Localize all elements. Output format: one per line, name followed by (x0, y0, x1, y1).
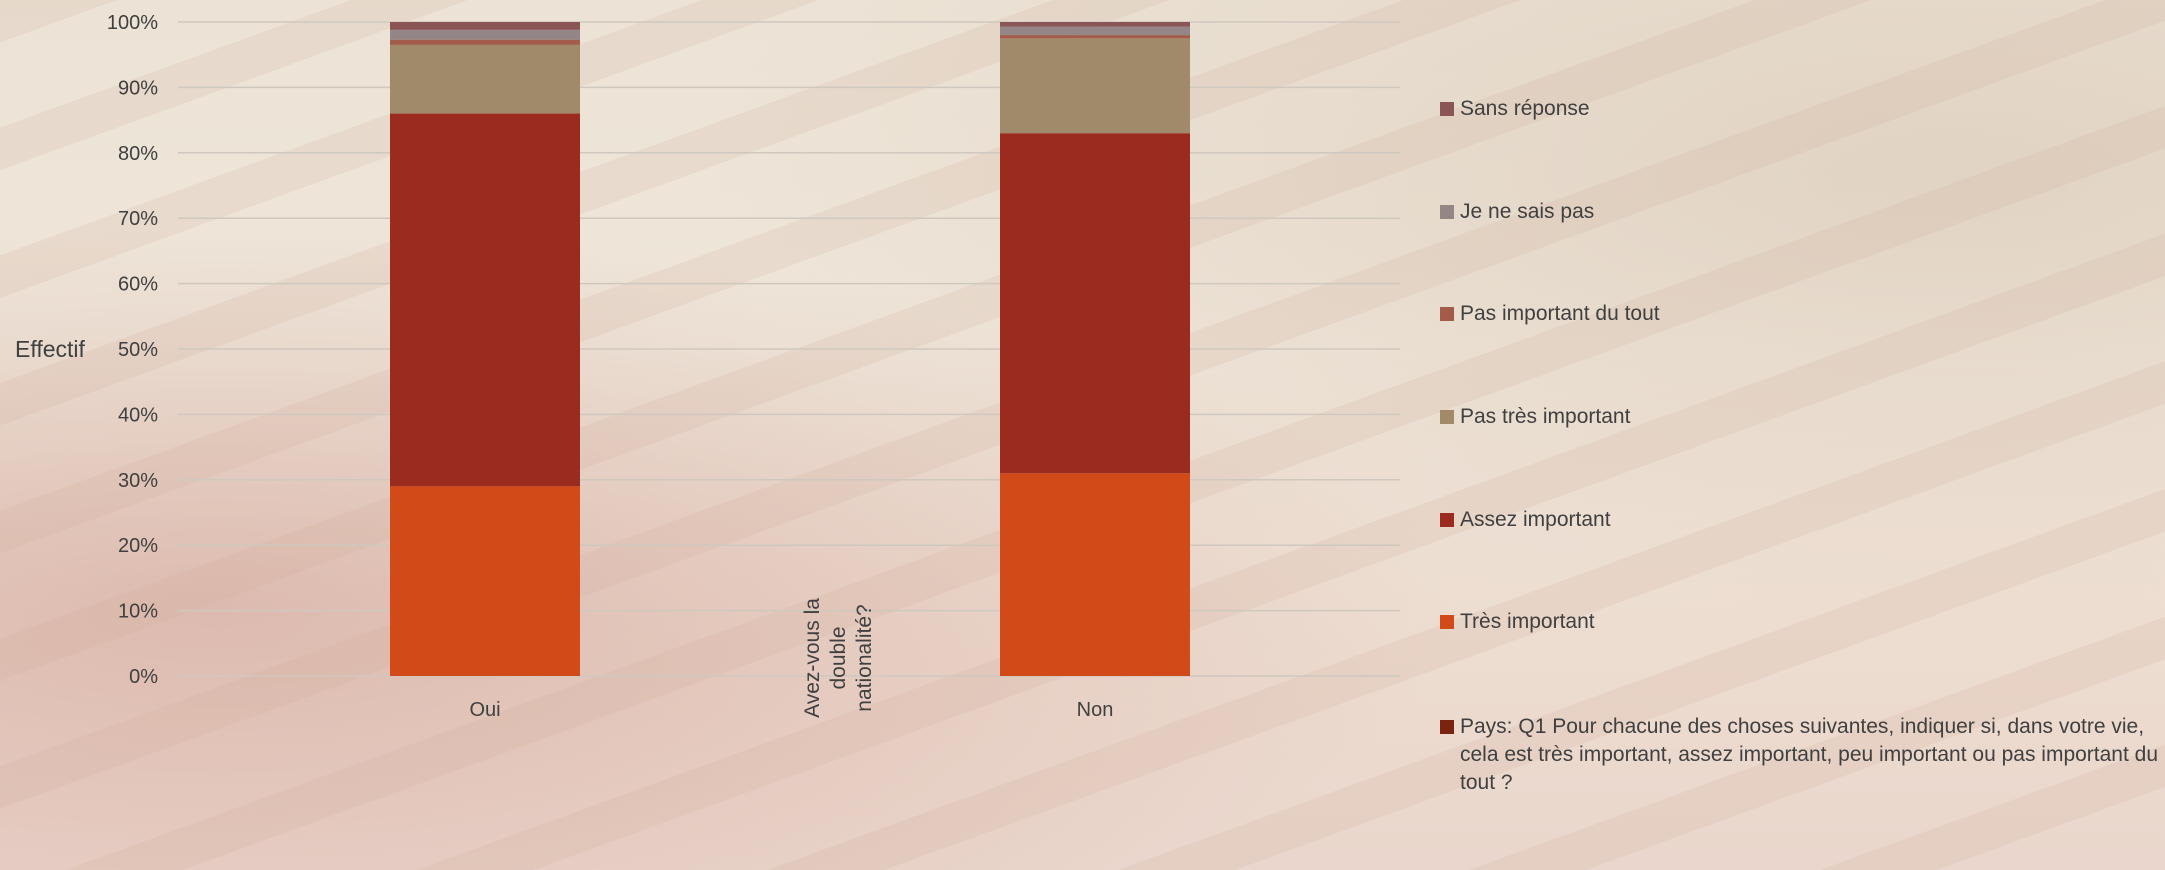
x-tick-label: Oui (469, 699, 500, 721)
legend-label: Pas important du tout (1460, 302, 1660, 325)
legend-label: Très important (1460, 610, 1595, 633)
legend-label: Assez important (1460, 508, 1611, 531)
bar-segment (390, 44, 580, 114)
bar-segment (390, 39, 580, 45)
y-tick-label: 90% (118, 77, 158, 99)
bar-segment (1000, 38, 1190, 134)
y-tick-label: 50% (118, 339, 158, 361)
legend-item: Pas important du tout (1440, 300, 1660, 328)
legend-swatch (1440, 720, 1454, 734)
y-tick-label: 0% (129, 666, 158, 688)
legend-swatch (1440, 307, 1454, 321)
bar-segment (1000, 133, 1190, 474)
legend-item: Sans réponse (1440, 95, 1590, 123)
legend-swatch (1440, 513, 1454, 527)
legend-label: Pays: Q1 Pour chacune des choses suivant… (1460, 715, 2159, 794)
bar-segment (1000, 35, 1190, 39)
y-tick-label: 70% (118, 208, 158, 230)
legend-item: Très important (1440, 608, 1595, 636)
legend-item: Pays: Q1 Pour chacune des choses suivant… (1440, 713, 2160, 797)
legend-swatch (1440, 102, 1454, 116)
y-tick-label: 10% (118, 601, 158, 623)
legend-label: Pas très important (1460, 405, 1631, 428)
y-tick-label: 60% (118, 274, 158, 296)
bar-segment (1000, 26, 1190, 36)
y-axis-title: Effectif (15, 336, 85, 362)
bar-segment (390, 29, 580, 40)
y-tick-label: 80% (118, 143, 158, 165)
legend-item: Je ne sais pas (1440, 198, 1594, 226)
legend-item: Pas très important (1440, 403, 1630, 431)
legend-swatch (1440, 615, 1454, 629)
legend-swatch (1440, 410, 1454, 424)
y-tick-label: 100% (107, 12, 158, 34)
bar-segment (1000, 473, 1190, 676)
y-tick-label: 30% (118, 470, 158, 492)
chart-legend: Sans réponse Je ne sais pas Pas important … (1440, 0, 2160, 870)
y-tick-label: 20% (118, 535, 158, 557)
bar-segment (390, 113, 580, 487)
legend-swatch (1440, 205, 1454, 219)
bar-segment (390, 22, 580, 30)
bar-segment (390, 486, 580, 676)
legend-item: Assez important (1440, 506, 1611, 534)
x-axis-title: Avez-vous la double nationalité? (801, 598, 876, 718)
bar-segment (1000, 22, 1190, 27)
legend-label: Je ne sais pas (1460, 200, 1595, 223)
legend-label: Sans réponse (1460, 97, 1590, 120)
x-tick-label: Non (1077, 699, 1114, 721)
y-tick-label: 40% (118, 404, 158, 426)
